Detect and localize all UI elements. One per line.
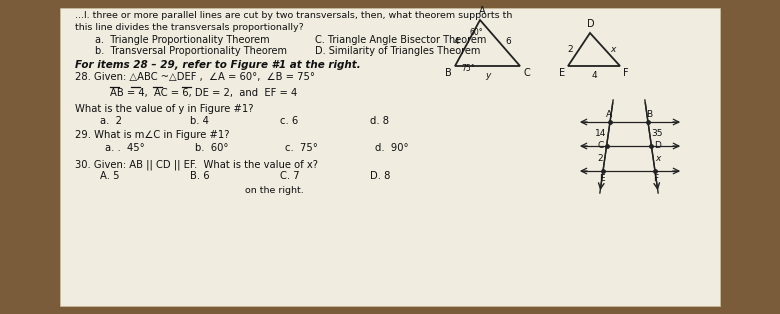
- Text: A: A: [479, 6, 485, 16]
- Text: d.  90°: d. 90°: [375, 143, 409, 153]
- Text: 29. What is m∠C in Figure #1?: 29. What is m∠C in Figure #1?: [75, 130, 229, 140]
- Text: on the right.: on the right.: [245, 186, 303, 195]
- Text: b.  60°: b. 60°: [195, 143, 229, 153]
- Text: 6: 6: [505, 36, 511, 46]
- Text: C. 7: C. 7: [280, 171, 300, 181]
- Text: b. 4: b. 4: [190, 116, 209, 126]
- Text: A. 5: A. 5: [100, 171, 119, 181]
- Text: a. .  45°: a. . 45°: [105, 143, 145, 153]
- Text: y: y: [485, 71, 490, 80]
- FancyBboxPatch shape: [60, 8, 720, 306]
- Text: this line divides the transversals proportionally?: this line divides the transversals propo…: [75, 23, 303, 32]
- Text: 2: 2: [597, 154, 603, 163]
- Text: 4: 4: [454, 36, 459, 46]
- Text: d. 8: d. 8: [370, 116, 389, 126]
- Text: F: F: [654, 174, 658, 183]
- Text: For items 28 – 29, refer to Figure #1 at the right.: For items 28 – 29, refer to Figure #1 at…: [75, 60, 360, 70]
- Text: 2: 2: [567, 45, 573, 54]
- Text: a.  2: a. 2: [100, 116, 122, 126]
- Text: F: F: [623, 68, 629, 78]
- Text: 28. Given: △ABC ~△DEF ,  ∠A = 60°,  ∠B = 75°: 28. Given: △ABC ~△DEF , ∠A = 60°, ∠B = 7…: [75, 72, 315, 82]
- Text: C. Triangle Angle Bisector Theorem: C. Triangle Angle Bisector Theorem: [315, 35, 487, 45]
- Text: D: D: [654, 142, 661, 150]
- Text: 30. Given: AB || CD || EF.  What is the value of x?: 30. Given: AB || CD || EF. What is the v…: [75, 159, 318, 170]
- Text: c. 6: c. 6: [280, 116, 298, 126]
- Text: B. 6: B. 6: [190, 171, 210, 181]
- Text: D: D: [587, 19, 595, 29]
- Text: A: A: [606, 110, 612, 119]
- Text: 60°: 60°: [470, 28, 484, 37]
- Text: C: C: [597, 142, 604, 150]
- Text: What is the value of y in Figure #1?: What is the value of y in Figure #1?: [75, 104, 254, 114]
- Text: a.  Triangle Proportionality Theorem: a. Triangle Proportionality Theorem: [95, 35, 270, 45]
- Text: 14: 14: [595, 129, 606, 138]
- Text: 4: 4: [591, 71, 597, 80]
- Text: B: B: [445, 68, 452, 78]
- Text: c.  75°: c. 75°: [285, 143, 318, 153]
- Text: B: B: [646, 110, 652, 119]
- Text: x: x: [655, 154, 661, 163]
- Text: E: E: [559, 68, 565, 78]
- Text: ...l. three or more parallel lines are cut by two transversals, then, what theor: ...l. three or more parallel lines are c…: [75, 11, 512, 20]
- Text: D. Similarity of Triangles Theorem: D. Similarity of Triangles Theorem: [315, 46, 480, 56]
- Text: x: x: [610, 45, 615, 54]
- Text: C: C: [523, 68, 530, 78]
- Text: E: E: [599, 174, 604, 183]
- Text: 75°: 75°: [461, 64, 474, 73]
- Text: D. 8: D. 8: [370, 171, 390, 181]
- Text: 35: 35: [652, 129, 663, 138]
- Text: AB = 4,  AC = 6, DE = 2,  and  EF = 4: AB = 4, AC = 6, DE = 2, and EF = 4: [110, 88, 297, 98]
- Text: b.  Transversal Proportionality Theorem: b. Transversal Proportionality Theorem: [95, 46, 287, 56]
